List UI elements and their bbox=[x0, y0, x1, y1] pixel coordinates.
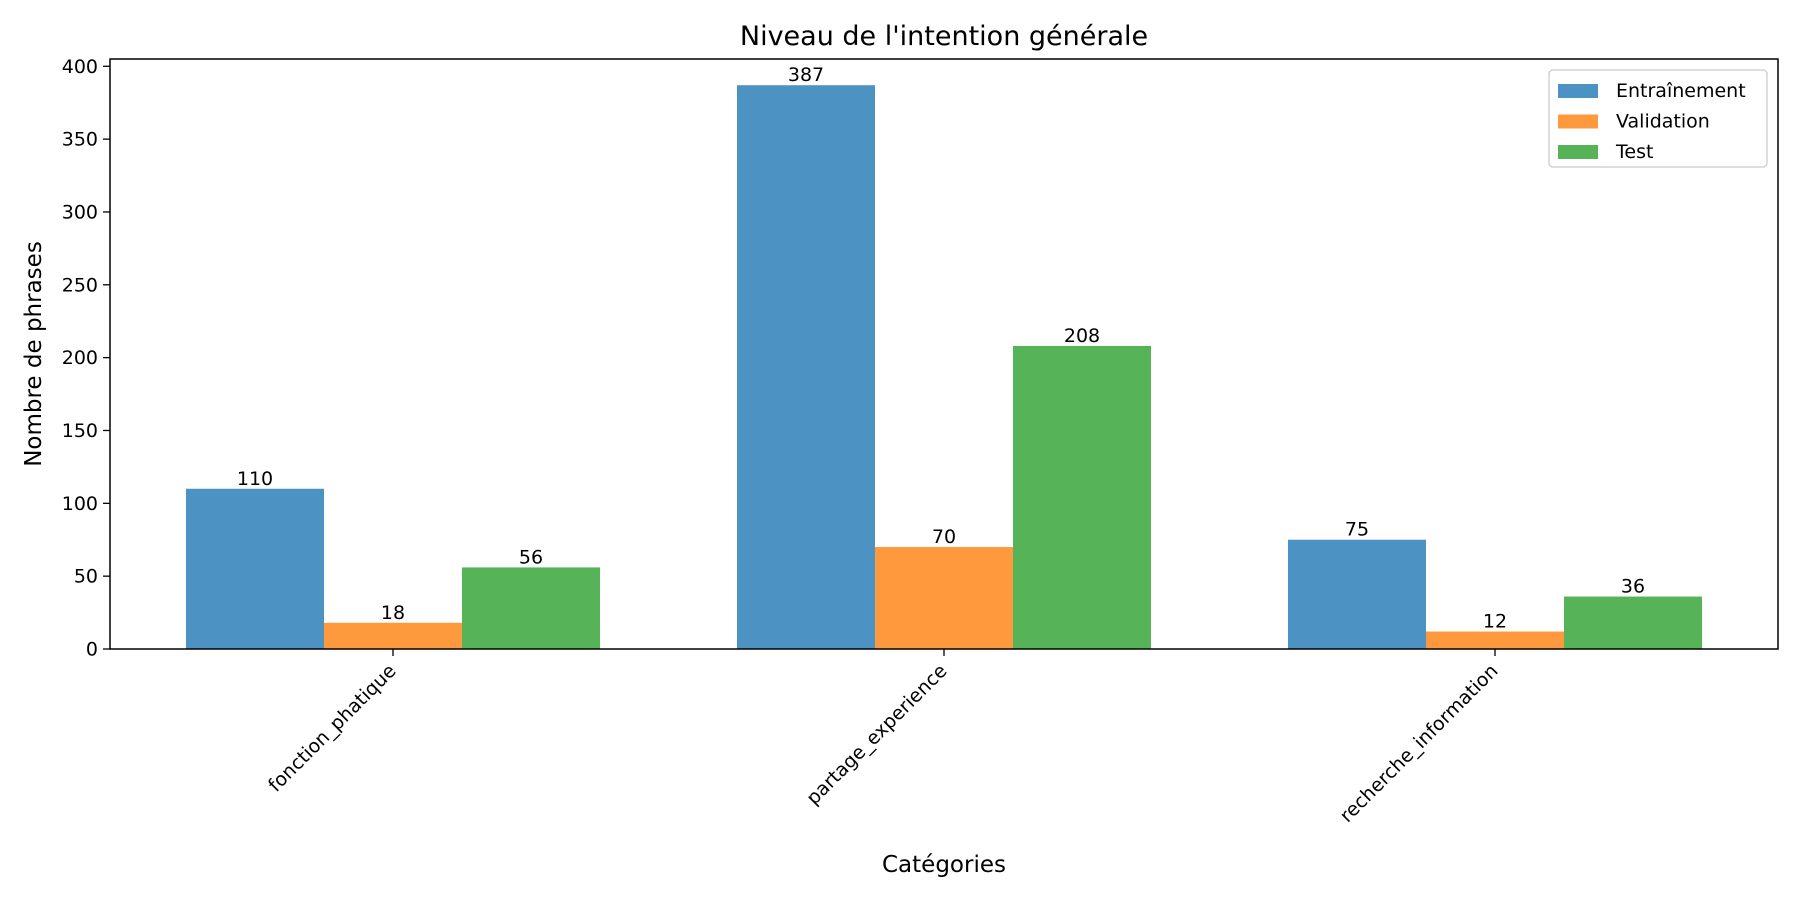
data-label: 208 bbox=[1064, 325, 1100, 347]
legend-frame bbox=[1548, 69, 1768, 168]
legend-label: Test bbox=[1615, 141, 1653, 163]
bar-partage_experience-validation bbox=[875, 547, 1013, 649]
y-tick-label: 300 bbox=[62, 201, 98, 223]
data-label: 18 bbox=[381, 602, 405, 624]
y-tick-label: 100 bbox=[62, 493, 98, 515]
data-label: 56 bbox=[519, 546, 543, 568]
bar-recherche_information-entraînement bbox=[1288, 539, 1426, 649]
bar-recherche_information-validation bbox=[1426, 631, 1564, 649]
x-axis-title: Catégories bbox=[882, 852, 1006, 878]
legend-swatch-validation bbox=[1558, 114, 1598, 129]
data-labels-group: 110 18 56 387 70 208 75 12 36 bbox=[237, 64, 1645, 632]
y-axis: 0 50 100 150 200 250 300 350 400 bbox=[62, 56, 110, 661]
y-tick-label: 200 bbox=[62, 347, 98, 369]
bars-group bbox=[186, 85, 1702, 649]
legend-label: Entraînement bbox=[1616, 80, 1746, 102]
legend-swatch-entraînement bbox=[1558, 84, 1598, 98]
legend: Entraînement Validation Test bbox=[1548, 69, 1768, 168]
bar-partage_experience-test bbox=[1013, 345, 1151, 649]
bar-fonction_phatique-entraînement bbox=[186, 488, 324, 649]
bar-recherche_information-test bbox=[1564, 596, 1702, 649]
y-tick-label: 50 bbox=[74, 566, 98, 588]
legend-swatch-test bbox=[1558, 145, 1598, 159]
data-label: 70 bbox=[932, 526, 956, 548]
data-label: 12 bbox=[1483, 611, 1507, 633]
data-label: 75 bbox=[1345, 519, 1369, 541]
legend-label: Validation bbox=[1616, 111, 1710, 133]
data-label: 36 bbox=[1621, 576, 1645, 598]
bar-partage_experience-entraînement bbox=[737, 85, 875, 649]
chart-title: Niveau de l'intention générale bbox=[740, 21, 1148, 52]
y-tick-label: 0 bbox=[86, 639, 98, 661]
data-label: 387 bbox=[788, 64, 824, 86]
bar-fonction_phatique-test bbox=[462, 567, 600, 649]
y-axis-title: Nombre de phrases bbox=[21, 241, 47, 467]
y-tick-label: 250 bbox=[62, 274, 98, 296]
bar-fonction_phatique-validation bbox=[324, 622, 462, 649]
y-tick-label: 350 bbox=[62, 129, 98, 151]
y-tick-label: 150 bbox=[62, 420, 98, 442]
data-label: 110 bbox=[237, 468, 273, 490]
y-tick-label: 400 bbox=[62, 56, 98, 78]
